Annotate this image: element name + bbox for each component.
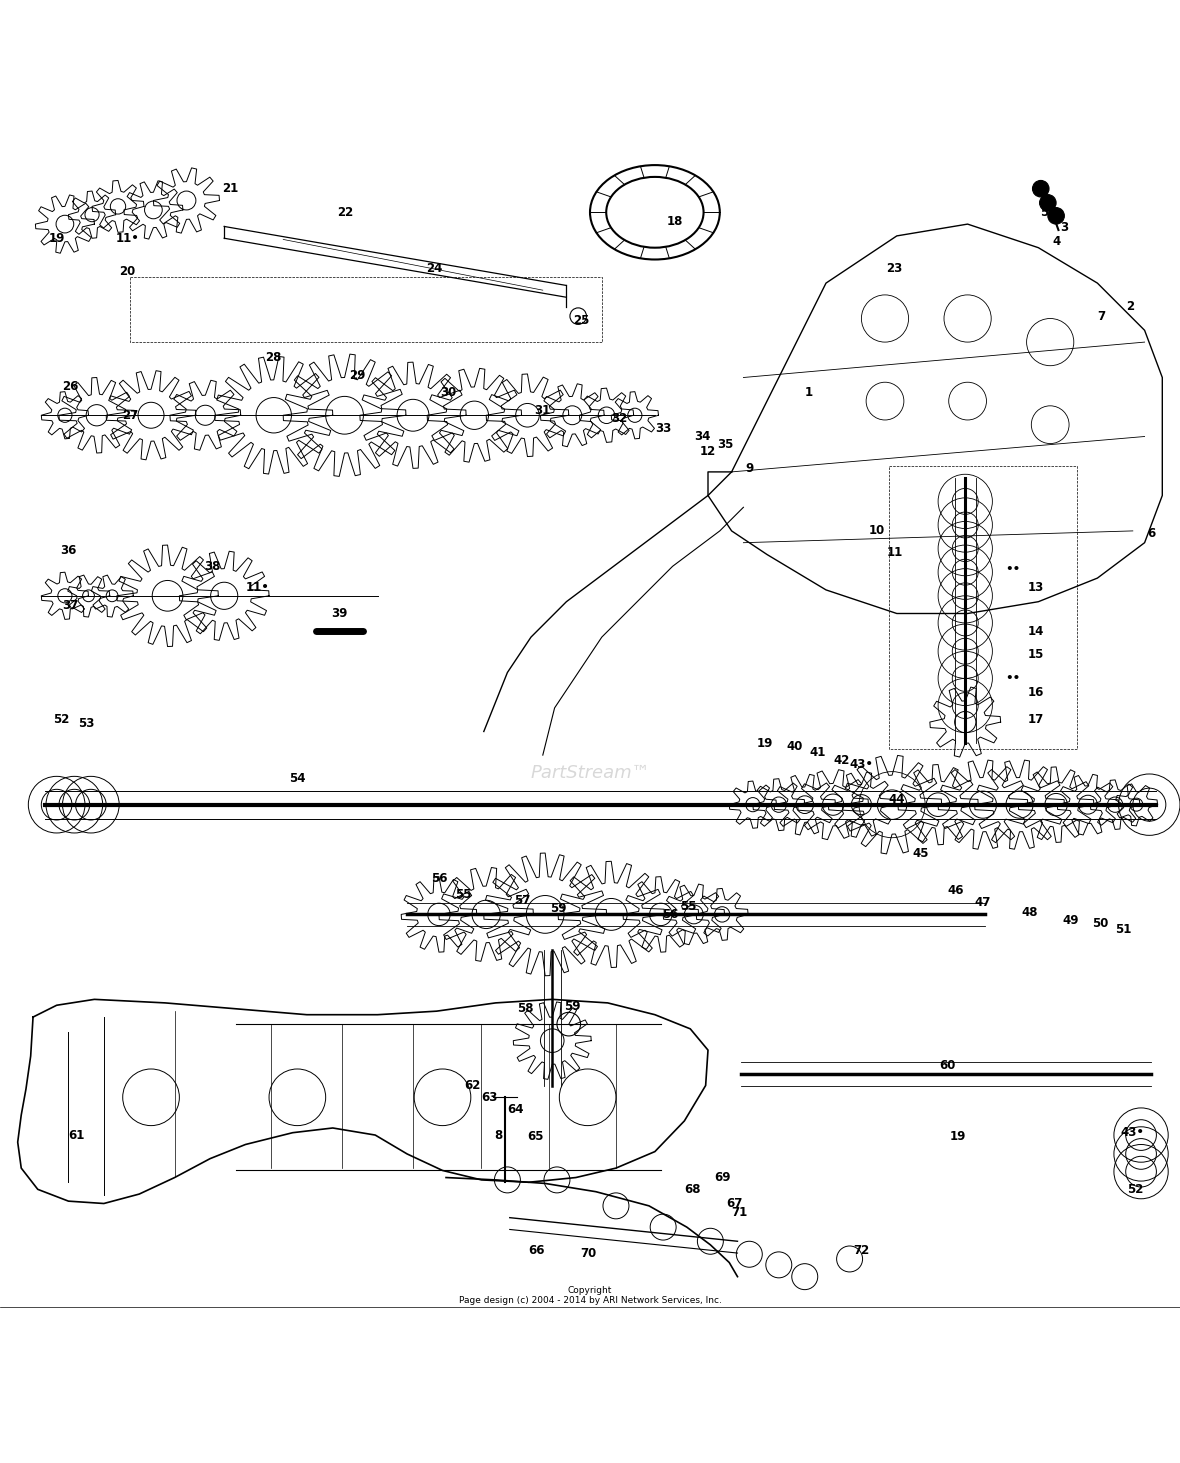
Text: 49: 49: [1062, 914, 1079, 926]
Text: 5: 5: [1041, 206, 1048, 219]
Text: 31: 31: [535, 404, 551, 417]
Text: 23: 23: [886, 262, 903, 275]
Text: 56: 56: [431, 872, 447, 885]
Circle shape: [1048, 208, 1064, 224]
Text: 33: 33: [655, 421, 671, 435]
Text: PartStream™: PartStream™: [530, 764, 650, 781]
Text: 51: 51: [1115, 923, 1132, 936]
Text: 71: 71: [732, 1207, 748, 1220]
Text: 19: 19: [48, 231, 65, 244]
Text: 46: 46: [948, 884, 964, 897]
Text: 55: 55: [455, 888, 472, 901]
Text: 12: 12: [700, 445, 716, 458]
Text: 42: 42: [833, 755, 850, 768]
Text: 59: 59: [564, 999, 581, 1012]
Text: 58: 58: [517, 1002, 533, 1015]
Text: 62: 62: [464, 1080, 480, 1091]
Text: 17: 17: [1028, 712, 1044, 726]
Text: 18: 18: [667, 215, 683, 228]
Text: 60: 60: [939, 1059, 956, 1072]
Text: 3: 3: [1061, 221, 1068, 234]
Text: 64: 64: [507, 1103, 524, 1116]
Text: 8: 8: [494, 1128, 501, 1141]
Text: 36: 36: [60, 544, 77, 557]
Text: 4: 4: [1053, 236, 1060, 249]
Text: 22: 22: [337, 206, 354, 219]
Text: Copyright
Page design (c) 2004 - 2014 by ARI Network Services, Inc.: Copyright Page design (c) 2004 - 2014 by…: [459, 1286, 721, 1305]
Text: 11•: 11•: [245, 581, 269, 594]
Text: 1: 1: [805, 386, 812, 399]
Text: 30: 30: [440, 386, 457, 399]
Text: 39: 39: [332, 607, 348, 620]
Text: 20: 20: [119, 265, 136, 278]
Text: 43•: 43•: [1121, 1127, 1145, 1140]
Text: 35: 35: [717, 439, 734, 451]
Text: 56: 56: [662, 909, 678, 920]
Text: 50: 50: [1092, 917, 1108, 930]
Text: 57: 57: [514, 894, 531, 907]
Text: 59: 59: [550, 903, 566, 914]
Text: 72: 72: [853, 1244, 870, 1257]
Text: 19: 19: [756, 737, 773, 751]
Text: ••: ••: [1005, 672, 1020, 685]
Text: 25: 25: [573, 315, 590, 328]
Circle shape: [1040, 195, 1056, 211]
Text: 55: 55: [680, 900, 696, 913]
Text: 10: 10: [868, 524, 885, 537]
Text: 14: 14: [1028, 625, 1044, 638]
Text: 61: 61: [68, 1128, 85, 1141]
Text: 69: 69: [714, 1170, 730, 1184]
Text: 6: 6: [1148, 527, 1155, 540]
Text: 37: 37: [63, 598, 79, 612]
Text: 52: 52: [53, 712, 70, 726]
Text: 34: 34: [694, 430, 710, 443]
Text: 27: 27: [122, 408, 138, 421]
Text: 41: 41: [809, 746, 826, 759]
Text: 40: 40: [786, 740, 802, 753]
Text: 15: 15: [1028, 648, 1044, 661]
Text: 11•: 11•: [116, 231, 139, 244]
Text: 63: 63: [481, 1091, 498, 1103]
Text: 54: 54: [289, 772, 306, 786]
Text: 19: 19: [950, 1129, 966, 1143]
Text: 66: 66: [529, 1244, 545, 1257]
Text: 11: 11: [886, 546, 903, 559]
Text: 32: 32: [611, 413, 628, 426]
Text: 2: 2: [1127, 300, 1134, 313]
Text: 13: 13: [1028, 581, 1044, 594]
Text: 29: 29: [349, 369, 366, 382]
Text: 7: 7: [1097, 310, 1104, 323]
Text: 43•: 43•: [850, 758, 873, 771]
Text: 38: 38: [204, 560, 221, 573]
Text: 21: 21: [222, 183, 238, 195]
Text: ••: ••: [1005, 563, 1020, 576]
Text: 16: 16: [1028, 686, 1044, 699]
Text: 52: 52: [1127, 1184, 1143, 1195]
Text: 44: 44: [889, 793, 905, 806]
Text: 65: 65: [527, 1129, 544, 1143]
Text: 45: 45: [912, 847, 929, 860]
Text: 67: 67: [726, 1197, 742, 1210]
Text: 26: 26: [63, 380, 79, 394]
Circle shape: [1032, 180, 1049, 198]
Text: 24: 24: [426, 262, 442, 275]
Text: 9: 9: [746, 462, 753, 475]
Text: 68: 68: [684, 1184, 701, 1195]
Text: 28: 28: [266, 351, 282, 364]
Text: 47: 47: [975, 897, 991, 909]
Text: 48: 48: [1022, 906, 1038, 919]
Text: 53: 53: [78, 717, 94, 730]
Text: 70: 70: [581, 1246, 597, 1260]
